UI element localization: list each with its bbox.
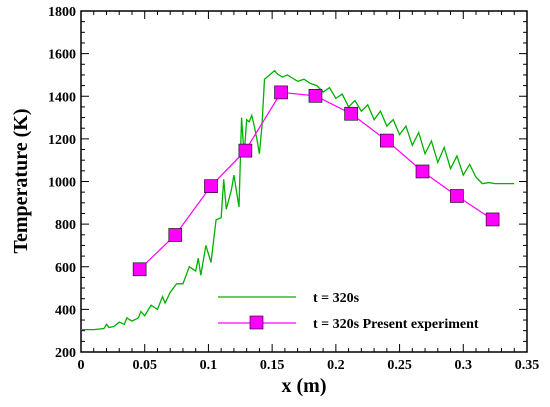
- y-tick-label: 200: [55, 346, 76, 361]
- y-tick-label: 400: [55, 303, 76, 318]
- series-line-simulation: [81, 69, 515, 331]
- axis-ticks: [80, 10, 528, 353]
- y-tick-label: 1800: [48, 5, 76, 20]
- x-tick-label: 0.05: [132, 358, 157, 373]
- x-tick-label: 0.15: [260, 358, 285, 373]
- data-point-experiment: [204, 179, 218, 193]
- plot-area: [80, 10, 528, 353]
- x-tick-label: 0: [78, 358, 85, 373]
- series-markers: [132, 85, 500, 277]
- data-point-experiment: [238, 143, 253, 158]
- data-point-experiment: [168, 228, 183, 242]
- data-point-experiment: [274, 85, 288, 100]
- legend: t = 320s t = 320s Present experiment: [218, 291, 479, 332]
- x-tick-label: 0.3: [455, 358, 473, 373]
- data-point-experiment: [344, 106, 358, 121]
- data-point-experiment: [485, 212, 500, 227]
- x-tick-label: 0.2: [327, 358, 345, 373]
- data-point-experiment: [450, 189, 464, 203]
- axis-tick-labels: 0 0.05 0.1 0.15 0.2 0.25 0.3 0.35 200 400 600 800 10…: [48, 5, 539, 373]
- data-point-experiment: [308, 89, 323, 103]
- y-tick-label: 800: [55, 218, 76, 233]
- x-tick-label: 0.35: [515, 358, 540, 373]
- legend-marker-experiment: [249, 315, 264, 330]
- y-tick-label: 1600: [48, 48, 76, 63]
- legend-label-simulation: t = 320s: [313, 291, 360, 306]
- legend-label-experiment: t = 320s Present experiment: [313, 317, 479, 332]
- x-axis-title: x (m): [282, 375, 327, 397]
- y-axis-title: Temperature (K): [10, 109, 32, 254]
- data-point-experiment: [132, 262, 147, 277]
- y-tick-label: 600: [55, 261, 76, 276]
- data-point-experiment: [415, 164, 430, 179]
- data-point-experiment: [380, 133, 394, 148]
- y-tick-label: 1400: [48, 90, 76, 105]
- x-tick-label: 0.1: [200, 358, 218, 373]
- x-tick-label: 0.25: [387, 358, 412, 373]
- y-tick-label: 1000: [48, 176, 76, 191]
- y-tick-label: 1200: [48, 133, 76, 148]
